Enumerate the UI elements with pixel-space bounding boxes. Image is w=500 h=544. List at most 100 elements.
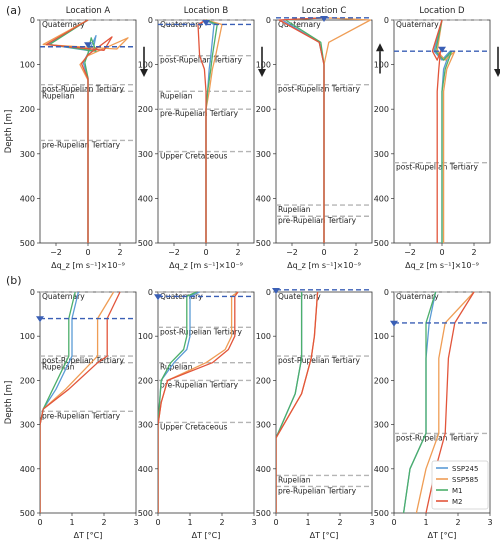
x-axis-label: ΔT [°C] (310, 531, 339, 540)
series-line-m2 (431, 19, 443, 243)
y-tick-label: 0 (30, 16, 35, 25)
formation-label: Rupelian (278, 475, 311, 484)
arrow-head (258, 69, 266, 78)
panel-title: Location B (184, 6, 229, 16)
legend-frame (431, 460, 489, 510)
panel-a-2: Location C 0 100 200 300 400 500 −2 0 2 Δq_z [m s⁻… (256, 6, 384, 270)
water-table-marker (36, 316, 44, 323)
x-tick-label: 0 (155, 518, 160, 527)
row-label-a: (a) (6, 4, 21, 17)
series-line-ssp585 (158, 291, 239, 513)
x-tick-label: 1 (69, 518, 74, 527)
series-group (431, 19, 456, 243)
formation-label: pre-Rupelian Tertiary (42, 140, 121, 149)
x-tick-label: 2 (337, 518, 342, 527)
x-axis-label: Δq_z [m s⁻¹]×10⁻⁹ (169, 261, 243, 270)
y-tick-label: 0 (266, 16, 271, 25)
y-tick-label: 400 (374, 465, 389, 474)
y-tick-label: 500 (256, 239, 271, 248)
panel-title: Location C (302, 6, 347, 16)
formation-label: Quaternary (160, 20, 203, 29)
formation-label: post-Rupelian Tertiary (42, 356, 125, 365)
x-axis-label: ΔT [°C] (192, 531, 221, 540)
water-table-marker (390, 320, 398, 327)
y-tick-label: 400 (20, 465, 35, 474)
water-table-marker (320, 16, 328, 22)
x-tick-label: −2 (168, 248, 180, 257)
x-tick-label: 2 (471, 248, 476, 257)
formation-label: pre-Rupelian Tertiary (278, 486, 357, 495)
formation-label: Rupelian (42, 363, 75, 372)
x-axis-label: ΔT [°C] (428, 531, 457, 540)
legend: SSP245 SSP585 M1 M2 (431, 460, 489, 510)
formation-label: post-Rupelian Tertiary (278, 356, 361, 365)
series-line-ssp585 (415, 291, 475, 513)
x-tick-label: 2 (353, 248, 358, 257)
y-tick-label: 500 (20, 239, 35, 248)
y-tick-label: 200 (256, 376, 271, 385)
y-tick-label: 300 (256, 421, 271, 430)
water-table-marker (202, 20, 210, 26)
x-tick-label: 3 (133, 518, 138, 527)
y-tick-label: 300 (138, 150, 153, 159)
y-tick-label: 300 (374, 421, 389, 430)
formation-label: Quaternary (42, 20, 85, 29)
y-tick-label: 400 (138, 194, 153, 203)
y-tick-label: 500 (256, 509, 271, 518)
y-tick-label: 200 (374, 376, 389, 385)
formation-label: post-Rupelian Tertiary (42, 85, 125, 94)
formation-label: post-Rupelian Tertiary (160, 327, 243, 336)
formation-label: Quaternary (278, 20, 321, 29)
arrow-head (140, 69, 148, 78)
x-tick-label: 0 (85, 248, 90, 257)
y-tick-label: 100 (374, 61, 389, 70)
x-tick-label: 3 (369, 518, 374, 527)
panel-frame (39, 291, 137, 514)
y-tick-label: 0 (148, 16, 153, 25)
series-group (197, 19, 223, 243)
y-tick-label: 0 (384, 288, 389, 297)
formation-label: Rupelian (42, 91, 75, 100)
y-tick-label: 0 (384, 16, 389, 25)
y-tick-label: 100 (374, 332, 389, 341)
y-tick-label: 0 (266, 288, 271, 297)
y-tick-label: 500 (20, 509, 35, 518)
series-line-m1 (276, 292, 303, 513)
panel-title: Location A (66, 6, 111, 16)
series-line-ssp585 (205, 19, 223, 243)
x-axis-label: Δq_z [m s⁻¹]×10⁻⁹ (405, 261, 479, 270)
y-tick-label: 500 (138, 509, 153, 518)
series-line-m2 (158, 291, 239, 513)
formation-label: Rupelian (160, 91, 193, 100)
x-tick-label: 1 (305, 518, 310, 527)
series-group (42, 19, 129, 243)
y-tick-label: 400 (256, 194, 271, 203)
panel-a-3: Location D 0 100 200 300 400 500 −2 0 2 Δq_z [m s⁻… (374, 6, 500, 270)
y-tick-label: 500 (374, 509, 389, 518)
x-tick-label: 2 (101, 518, 106, 527)
series-group (158, 291, 239, 513)
y-tick-label: 0 (148, 288, 153, 297)
formation-label: post-Rupelian Tertiary (278, 85, 361, 94)
series-line-m2 (45, 19, 113, 243)
x-tick-label: 2 (117, 248, 122, 257)
series-line-m2 (276, 291, 319, 513)
y-tick-label: 100 (20, 61, 35, 70)
x-tick-label: 3 (487, 518, 492, 527)
flux-arrow-up (376, 43, 384, 74)
formation-label: Quaternary (42, 292, 85, 301)
series-line-m1 (40, 291, 76, 513)
x-axis-label: Δq_z [m s⁻¹]×10⁻⁹ (51, 261, 125, 270)
arrow-head (376, 43, 384, 52)
formation-label: Upper Cretaceous (160, 152, 227, 161)
legend-label: M2 (452, 498, 463, 506)
series-line-m2 (40, 291, 121, 513)
x-tick-label: −2 (50, 248, 62, 257)
y-tick-label: 200 (138, 376, 153, 385)
x-tick-label: 0 (321, 248, 326, 257)
series-line-m1 (402, 291, 437, 513)
x-axis-label: Δq_z [m s⁻¹]×10⁻⁹ (287, 261, 361, 270)
